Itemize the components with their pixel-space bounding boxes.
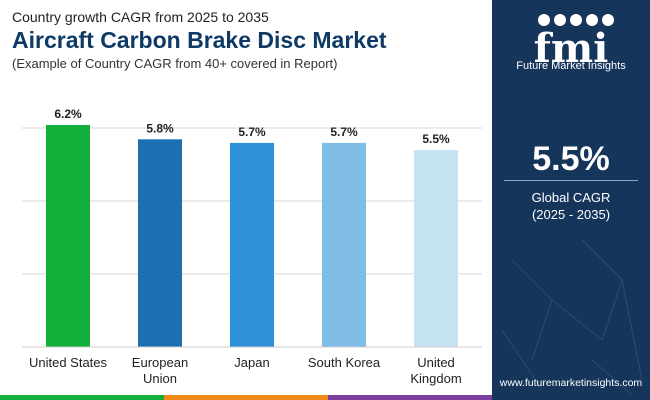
chart-subtitle: (Example of Country CAGR from 40+ covere…	[12, 56, 338, 71]
bottom-color-bar	[0, 395, 492, 400]
fmi-logo: fmi	[534, 14, 614, 72]
bottom-bar-segment-purple	[328, 395, 492, 400]
bar-value-label-4: 5.5%	[422, 132, 450, 146]
bar-value-label-0: 6.2%	[54, 107, 82, 121]
bottom-bar-segment-green	[0, 395, 164, 400]
bar-4	[414, 150, 458, 347]
bottom-bar-segment-orange	[164, 395, 328, 400]
chart-title: Aircraft Carbon Brake Disc Market	[12, 27, 387, 53]
category-label-2-line-0: Japan	[234, 355, 269, 370]
bar-value-label-2: 5.7%	[238, 125, 266, 139]
chart-panel: Country growth CAGR from 2025 to 2035 Ai…	[0, 9, 492, 400]
bar-value-label-3: 5.7%	[330, 125, 358, 139]
stat-divider	[504, 180, 638, 181]
bar-0	[46, 125, 90, 347]
category-label-4-line-1: Kingdom	[410, 371, 461, 386]
category-label-3-line-0: South Korea	[308, 355, 381, 370]
category-label-0-line-0: United States	[29, 355, 108, 370]
logo-letters: fmi	[534, 25, 609, 72]
bar-3	[322, 142, 366, 347]
global-cagr-label: Global CAGR	[531, 190, 611, 205]
bar-1	[138, 139, 182, 347]
category-label-1-line-0: European	[132, 355, 188, 370]
global-cagr-range: (2025 - 2035)	[531, 207, 611, 222]
chart-kicker: Country growth CAGR from 2025 to 2035	[12, 9, 269, 25]
bar-2	[230, 142, 274, 347]
logo-company-name: Future Market Insights	[516, 60, 626, 72]
website-link[interactable]: www.futuremarketinsights.com	[499, 377, 643, 389]
category-label-1-line-1: Union	[143, 371, 177, 386]
sidebar-background-pattern	[501, 239, 643, 396]
global-cagr-value: 5.5%	[532, 140, 610, 178]
bar-value-label-1: 5.8%	[146, 121, 174, 135]
category-label-4-line-0: United	[417, 355, 455, 370]
sidebar-panel: fmi Future Market Insights 5.5% Global C…	[492, 0, 650, 400]
